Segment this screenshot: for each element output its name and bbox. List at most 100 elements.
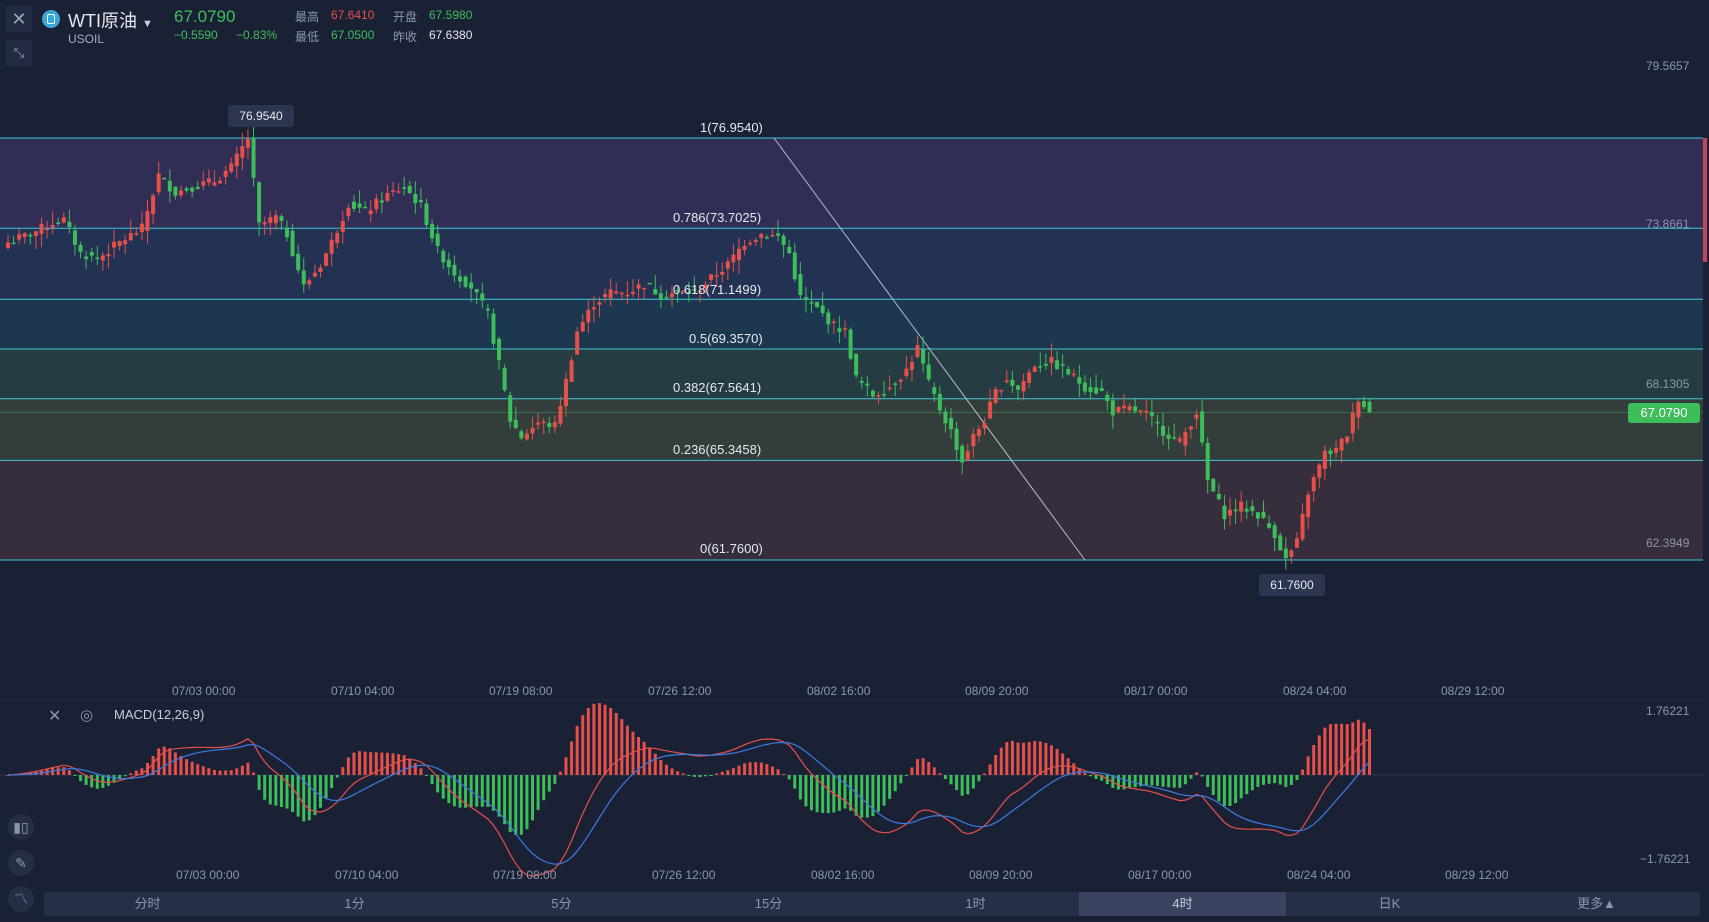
candle-body (351, 201, 356, 209)
macd-histogram-bar (575, 725, 579, 775)
high-price-tag: 76.9540 (228, 105, 294, 127)
macd-histogram-bar (770, 766, 774, 775)
candle-body (474, 289, 479, 293)
candle-body (296, 253, 301, 271)
candle-body (28, 234, 33, 237)
candle-body (268, 217, 273, 223)
candle-body (536, 422, 541, 425)
fib-band (0, 138, 1703, 229)
candle-body (89, 252, 94, 256)
last-price: 67.0790 (174, 7, 236, 26)
prev-close-value: 67.6380 (429, 28, 473, 42)
candle-body (508, 395, 513, 422)
candle-body (1021, 381, 1026, 392)
macd-histogram-bar (743, 763, 747, 775)
macd-histogram-bar (586, 708, 590, 775)
candle-body (960, 445, 965, 463)
candle-body (1144, 410, 1149, 413)
close-indicator-icon[interactable]: ✕ (48, 708, 62, 725)
candle-body (513, 419, 518, 429)
macd-histogram-bar (79, 775, 83, 782)
candle-body (95, 257, 100, 260)
macd-histogram-bar (726, 770, 730, 775)
macd-histogram-bar (949, 775, 953, 785)
candle-body (1250, 506, 1255, 512)
macd-histogram-bar (570, 741, 574, 775)
macd-time-tick: 07/03 00:00 (176, 868, 240, 882)
macd-histogram-bar (62, 767, 66, 775)
candle-body (792, 252, 797, 280)
candle-body (379, 200, 384, 203)
fib-level-label: 0.786(73.7025) (673, 210, 762, 225)
fullscreen-button[interactable]: ⤡ (6, 40, 32, 66)
macd-histogram-bar (826, 775, 830, 814)
pencil-icon: ✎ (15, 855, 27, 871)
macd-histogram-bar (1328, 724, 1332, 775)
tab-timeshare[interactable]: 分时 (134, 896, 161, 911)
tab-4hour[interactable]: 4时 (1079, 892, 1286, 916)
candle-body (418, 200, 423, 203)
candle-body (982, 423, 987, 429)
fib-band (0, 460, 1703, 560)
tab-daily[interactable]: 日K (1378, 896, 1401, 911)
candle-body (630, 291, 635, 295)
macd-histogram-bar (1245, 775, 1249, 795)
macd-histogram-bar (687, 775, 691, 776)
dropdown-caret-icon: ▼ (142, 18, 153, 30)
candle-body (603, 294, 608, 298)
tab-more[interactable]: 更多▲ (1577, 896, 1616, 911)
candle-body (1138, 410, 1143, 412)
indicator-settings-icon[interactable]: ◎ (80, 707, 94, 724)
candle-body (764, 236, 769, 239)
macd-histogram-bar (581, 715, 585, 775)
indicator-button[interactable]: 〽 (8, 886, 34, 912)
macd-histogram-bar (854, 775, 858, 816)
candle-body (1066, 368, 1071, 375)
tab-1hour[interactable]: 1时 (965, 896, 986, 911)
candle-body (156, 173, 161, 193)
macd-histogram-bar (279, 775, 283, 807)
candle-body (781, 235, 786, 246)
macd-histogram-bar (207, 768, 211, 775)
macd-histogram-bar (318, 775, 322, 808)
candle-body (569, 360, 574, 382)
candle-body (943, 411, 948, 424)
time-tick: 08/17 00:00 (1124, 684, 1188, 698)
high-value: 67.6410 (331, 8, 375, 22)
candle-body (636, 284, 641, 289)
macd-histogram-bar (118, 775, 122, 780)
macd-histogram-bar (173, 752, 177, 775)
current-price-tag: 67.0790 (1628, 403, 1700, 423)
draw-tool-button[interactable]: ✎ (8, 850, 34, 876)
macd-histogram-bar (720, 771, 724, 775)
candle-body (1004, 380, 1009, 383)
tab-5min[interactable]: 5分 (551, 896, 572, 911)
candle-body (1328, 450, 1333, 455)
macd-histogram-bar (129, 773, 133, 775)
candle-body (1294, 538, 1299, 548)
macd-histogram-bar (1250, 775, 1254, 791)
tab-1min[interactable]: 1分 (344, 896, 365, 911)
candle-body (17, 234, 22, 240)
candle-body (178, 190, 183, 196)
scroll-marker (1703, 180, 1707, 260)
candle-body (971, 433, 976, 447)
candle-body (1367, 401, 1372, 413)
macd-histogram-bar (452, 775, 456, 807)
close-chart-button[interactable]: ✕ (6, 6, 32, 32)
fib-level-label: 0(61.7600) (700, 541, 763, 556)
tab-15min[interactable]: 15分 (754, 896, 783, 911)
time-tick: 07/10 04:00 (331, 684, 395, 698)
symbol-selector[interactable]: WTI原油 ▼ (68, 7, 153, 33)
macd-histogram-bar (385, 752, 389, 775)
candle-style-button[interactable]: ▮▯ (8, 814, 34, 840)
candle-body (675, 290, 680, 292)
macd-histogram-bar (860, 775, 864, 818)
candle-body (262, 222, 267, 225)
candle-body (396, 191, 401, 193)
macd-histogram-bar (1351, 722, 1355, 775)
candle-body (1228, 509, 1233, 516)
candle-body (748, 242, 753, 245)
candle-body (374, 198, 379, 210)
